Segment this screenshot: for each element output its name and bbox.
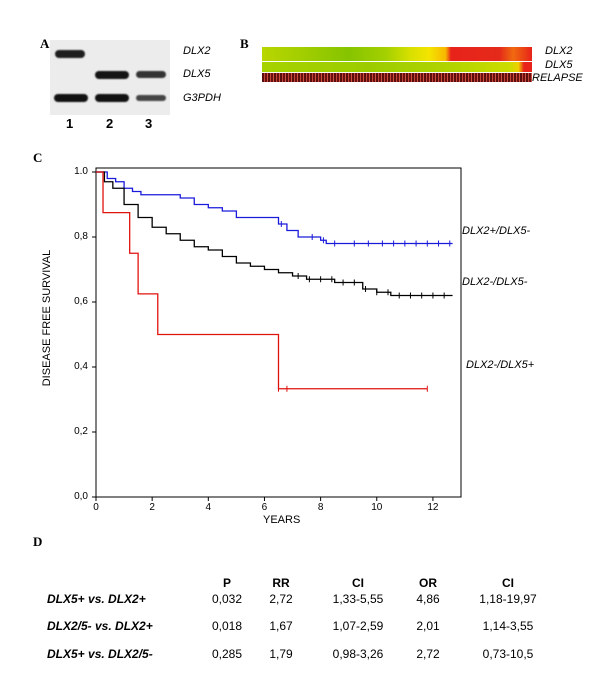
- x-axis-title: YEARS: [263, 514, 301, 526]
- x-tick-label: 12: [427, 502, 439, 513]
- table-cell: 1,67: [269, 619, 293, 633]
- legend-label-dlx5pos: DLX2-/DLX5+: [466, 359, 535, 371]
- gel-band: [95, 94, 129, 102]
- heatmap-row-relapse: [262, 73, 532, 82]
- gel-band: [55, 50, 85, 58]
- table-header: OR: [419, 576, 437, 590]
- lane-number: 1: [66, 116, 74, 131]
- gel-label-g3pdh: G3PDH: [183, 92, 221, 104]
- x-tick-label: 8: [317, 502, 324, 513]
- gel-band: [136, 95, 166, 101]
- panel-label-a: A: [40, 36, 50, 51]
- table-cell: 4,86: [416, 592, 440, 606]
- plot-frame: [95, 167, 462, 498]
- gel-band: [136, 71, 166, 78]
- x-tick-label: 0: [93, 502, 99, 513]
- legend-label-dlx2neg-dlx5neg: DLX2-/DLX5-: [462, 276, 528, 288]
- y-tick-label: 0,0: [74, 491, 88, 502]
- heatmap-label-dlx5: DLX5: [545, 59, 573, 71]
- gel-label-dlx2: DLX2: [183, 45, 211, 57]
- table-row-label: DLX2/5- vs. DLX2+: [47, 619, 153, 633]
- heatmap-label-relapse: RELAPSE: [532, 72, 583, 84]
- table-cell: 1,18-19,97: [479, 592, 537, 606]
- x-tick-label: 10: [371, 502, 383, 513]
- gel-band: [95, 71, 129, 79]
- panel-label-c: C: [33, 150, 43, 165]
- x-tick-label: 6: [261, 502, 268, 513]
- y-tick-label: 1.0: [74, 166, 88, 177]
- y-tick-label: 0,2: [74, 426, 88, 437]
- table-cell: 1,07-2,59: [332, 619, 384, 633]
- table-cell: 1,79: [269, 647, 293, 661]
- gel-band: [54, 94, 88, 102]
- table-cell: 1,14-3,55: [482, 619, 534, 633]
- panel-label-b: B: [240, 36, 249, 51]
- y-axis-title: DISEASE FREE SURVIVAL: [41, 249, 53, 387]
- heatmap-row-dlx5: [262, 62, 532, 72]
- y-tick-label: 0,6: [74, 296, 88, 307]
- table-cell: 0,73-10,5: [482, 647, 534, 661]
- panel-label-d: D: [33, 534, 43, 549]
- table-header: CI: [352, 576, 364, 590]
- table-cell: 1,33-5,55: [332, 592, 384, 606]
- table-header: P: [222, 576, 231, 590]
- table-cell: 0,032: [211, 592, 243, 606]
- lane-number: 2: [106, 116, 114, 131]
- table-header: RR: [272, 576, 290, 590]
- chart-axes: [92, 167, 462, 501]
- chart-curves: [96, 171, 453, 392]
- x-tick-label: 4: [205, 502, 212, 513]
- table-cell: 0,285: [211, 647, 243, 661]
- heatmap-row-dlx2: [262, 47, 532, 61]
- lane-number: 3: [145, 116, 153, 131]
- table-cell: 2,72: [416, 647, 440, 661]
- table-cell: 2,01: [416, 619, 440, 633]
- table-row-label: DLX5+ vs. DLX2+: [47, 592, 146, 606]
- survival-curve-line: [96, 171, 453, 245]
- y-tick-label: 0,4: [74, 361, 88, 372]
- heatmap-label-dlx2: DLX2: [545, 45, 573, 57]
- table-cell: 0,018: [211, 619, 243, 633]
- survival-chart: [92, 167, 462, 501]
- y-tick-label: 0,8: [74, 231, 88, 242]
- x-tick-label: 2: [149, 502, 155, 513]
- table-row-label: DLX5+ vs. DLX2/5-: [47, 647, 153, 661]
- table-cell: 2,72: [269, 592, 293, 606]
- survival-curve-line: [96, 171, 453, 297]
- legend-label-dlx2pos: DLX2+/DLX5-: [462, 225, 531, 237]
- gel-image: [50, 40, 170, 115]
- table-cell: 0,98-3,26: [332, 647, 384, 661]
- table-header: CI: [502, 576, 514, 590]
- survival-curve-line: [96, 171, 428, 390]
- gel-label-dlx5: DLX5: [183, 68, 211, 80]
